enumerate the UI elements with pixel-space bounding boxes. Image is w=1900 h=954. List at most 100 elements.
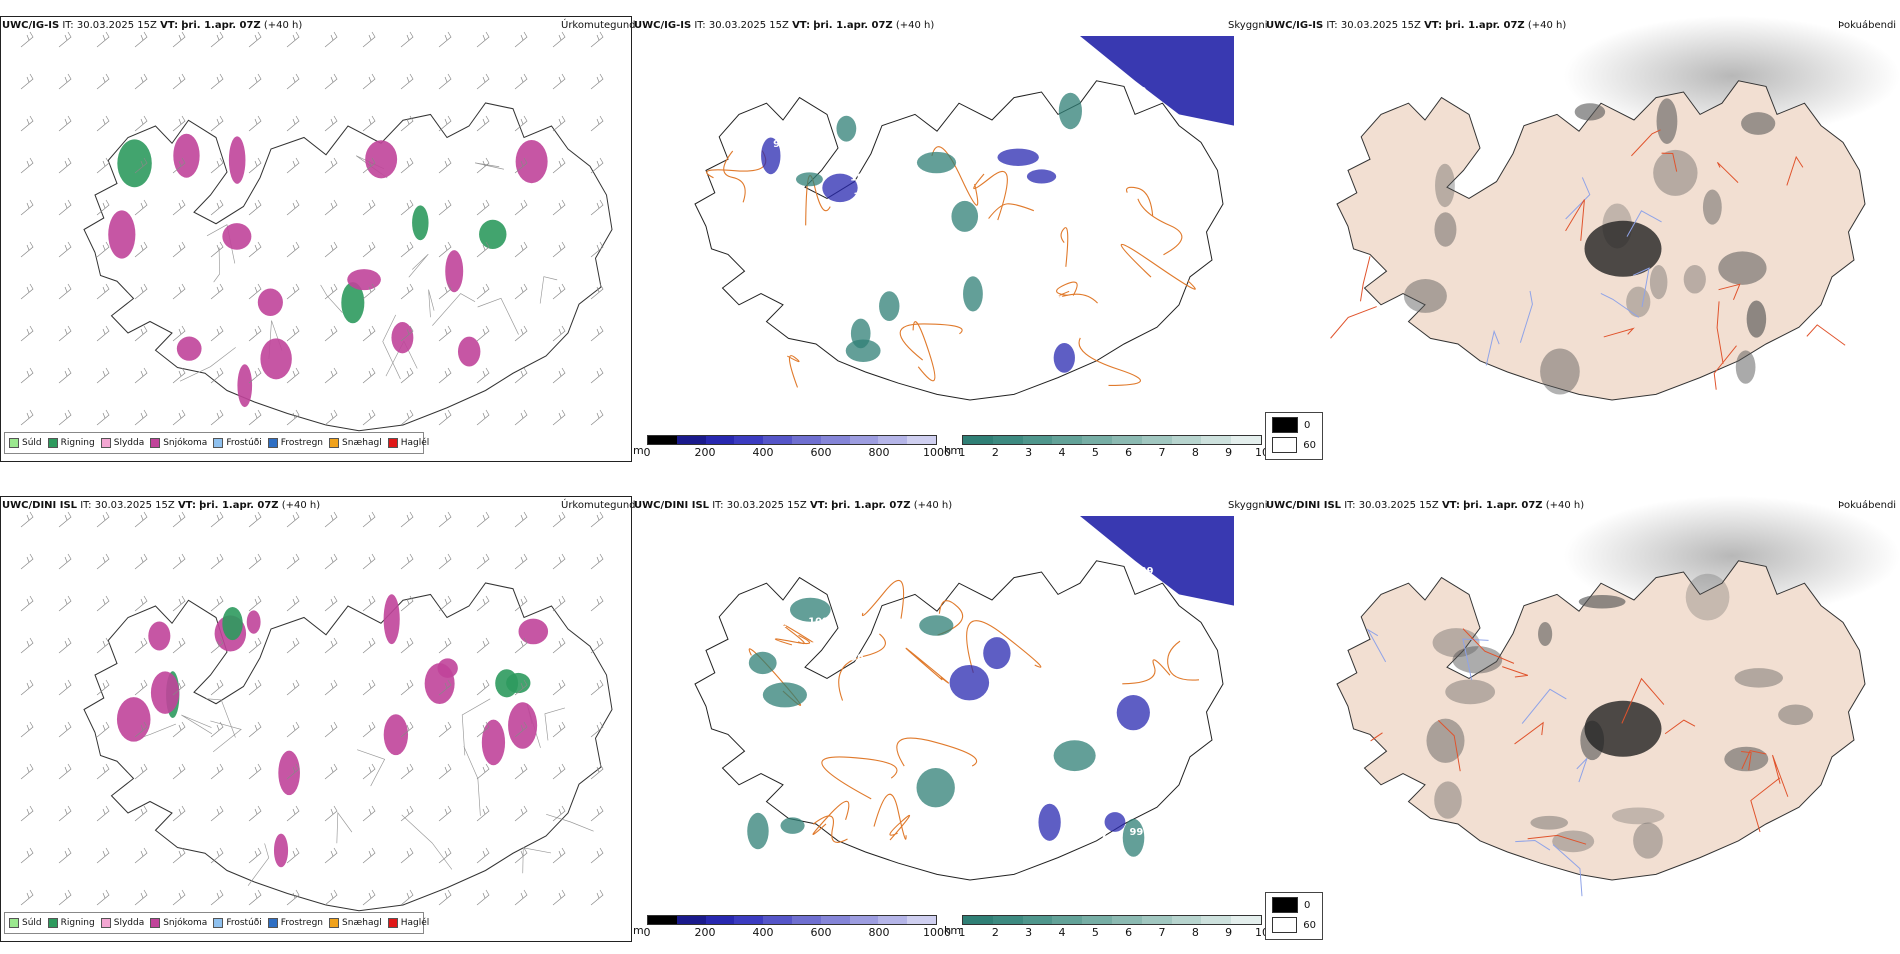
wind-barb	[96, 409, 110, 426]
precip-area	[457, 336, 481, 367]
wind-barb	[96, 367, 110, 384]
wind-barb	[552, 721, 566, 738]
fog-legend-swatch	[1272, 417, 1298, 433]
wind-barb	[58, 511, 72, 528]
road-line	[937, 600, 963, 636]
wind-barb	[58, 199, 72, 216]
wind-barb	[134, 805, 148, 822]
wind-barb	[324, 31, 338, 48]
wind-barb	[590, 511, 604, 528]
legend-item: Slydda	[100, 918, 144, 928]
precip-area	[116, 697, 151, 742]
fog-area	[1435, 163, 1455, 208]
wind-barb	[134, 283, 148, 300]
precip-area	[117, 139, 152, 188]
colorbar-tick: 2	[991, 926, 999, 939]
wind-barb	[552, 637, 566, 654]
cloud-base-label: 79	[889, 189, 903, 200]
road-line	[821, 756, 898, 800]
wind-barb	[438, 283, 452, 300]
wind-barb	[324, 889, 338, 906]
wind-barb	[58, 283, 72, 300]
legend-label: Slydda	[113, 438, 145, 448]
wind-barb	[172, 595, 186, 612]
road-line	[1632, 267, 1650, 308]
road-line	[1527, 834, 1587, 845]
legend-label: Rigning	[60, 918, 95, 928]
road-line	[1741, 750, 1767, 770]
wind-barb	[20, 595, 34, 612]
road-line	[1716, 161, 1739, 183]
colorbar-tick: 8	[1191, 926, 1199, 939]
wind-barb	[210, 847, 224, 864]
visibility-area	[916, 767, 955, 808]
cloud-base-label: 78	[1049, 294, 1063, 305]
wind-barb	[286, 157, 300, 174]
precip-area	[260, 338, 292, 380]
wind-barb	[324, 763, 338, 780]
fog-area	[1552, 830, 1595, 853]
colorbar-segment	[676, 916, 706, 924]
cloud-base-label: 80	[1091, 810, 1105, 821]
road-line	[1360, 256, 1371, 302]
colorbar-tick: 200	[694, 926, 716, 939]
wind-barb	[590, 805, 604, 822]
fog-legend-swatch	[1272, 897, 1298, 913]
low-ceiling-area	[1080, 36, 1234, 126]
wind-barb	[476, 553, 490, 570]
visibility-area	[845, 339, 881, 363]
road-line	[805, 174, 831, 226]
colorbar-segment	[1022, 436, 1053, 444]
legend-swatch	[213, 918, 224, 928]
cloud-base-label: 116	[1130, 347, 1151, 358]
wind-barb	[476, 847, 490, 864]
wind-barb	[286, 637, 300, 654]
road-line	[1056, 281, 1078, 296]
wind-barb	[248, 199, 262, 216]
wind-barb	[438, 325, 452, 342]
legend-swatch	[387, 918, 398, 928]
visibility-area	[949, 664, 990, 701]
wind-barb	[210, 553, 224, 570]
wind-barb	[476, 679, 490, 696]
visibility-area	[919, 615, 954, 636]
wind-barb	[58, 553, 72, 570]
road-line	[774, 634, 810, 646]
precip-area	[222, 223, 252, 250]
wind-barb	[286, 511, 300, 528]
precip-area	[445, 250, 464, 293]
wind-barb	[134, 721, 148, 738]
fog-canvas	[1330, 16, 1900, 401]
colorbar-segment	[734, 916, 764, 924]
road-line	[787, 355, 800, 388]
visibility-area	[879, 291, 900, 322]
precip-area	[150, 671, 180, 714]
wind-barb	[210, 241, 224, 258]
legend-swatch	[47, 438, 58, 448]
wind-barb	[514, 679, 528, 696]
map-title: Skyggni	[1228, 500, 1268, 511]
cloud-base-label: 89	[1014, 297, 1028, 308]
legend-item: Frostúði	[213, 438, 262, 448]
precip-area	[383, 594, 400, 645]
wind-barb	[400, 553, 414, 570]
wind-barb	[476, 889, 490, 906]
legend-swatch	[47, 918, 58, 928]
precip-area	[237, 364, 253, 408]
road-line	[408, 253, 429, 278]
legend-label: Snjókoma	[163, 438, 208, 448]
fog-area	[1403, 279, 1447, 313]
colorbar-segment	[820, 436, 850, 444]
wind-barb	[362, 325, 376, 342]
legend-item: Snæhagl	[329, 438, 382, 448]
wind-barb	[476, 409, 490, 426]
colorbar-segment	[1171, 916, 1202, 924]
wind-barb	[172, 721, 186, 738]
wind-barb	[96, 31, 110, 48]
wind-barb	[172, 73, 186, 90]
wind-barb	[172, 283, 186, 300]
wind-barb	[248, 283, 262, 300]
road-line	[522, 847, 552, 874]
wind-barb	[590, 115, 604, 132]
fog-area	[1426, 718, 1465, 763]
